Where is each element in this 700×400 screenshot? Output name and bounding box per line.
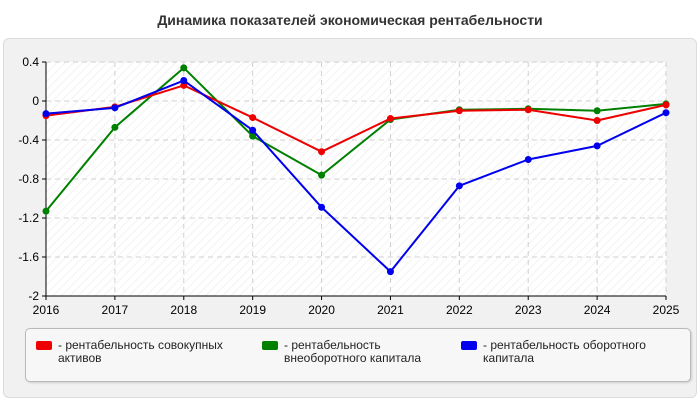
data-point-series-3 [593,142,601,150]
legend-swatch-series-3 [461,341,477,350]
x-tick-label: 2020 [308,303,335,317]
data-point-series-3 [455,182,463,190]
data-point-series-3 [180,77,188,85]
legend-item-series-2: - рентабельность внеоборотного капитала [262,339,459,365]
chart-title: Динамика показателей экономическая рента… [157,12,543,28]
series-line-2 [45,66,667,212]
legend-label-series-2: - рентабельность внеоборотного капитала [284,338,421,365]
x-tick-label: 2021 [377,303,404,317]
data-point-series-3 [42,110,50,118]
x-tick-label: 2023 [515,303,542,317]
legend-label-series-3: - рентабельность оборотного капитала [483,338,646,365]
data-point-series-1 [249,114,257,122]
legend-label-series-1: - рентабельность совокупных активов [58,338,223,365]
y-tick-label: 0 [32,94,39,108]
data-point-series-1 [318,148,326,156]
y-tick-label: -0.4 [18,133,39,147]
series-line-1 [45,84,667,153]
data-point-series-3 [662,109,670,117]
x-tick-label: 2019 [239,303,266,317]
series-line-3 [45,79,667,273]
data-point-series-2 [42,207,50,215]
x-tick-label: 2016 [33,303,60,317]
data-point-series-2 [180,64,188,72]
y-tick-label: -1.2 [18,211,39,225]
data-point-series-3 [386,268,394,276]
data-point-series-1 [386,115,394,123]
data-point-series-3 [249,126,257,134]
legend-swatch-series-1 [36,341,52,350]
y-tick-label: 0.4 [22,55,39,69]
x-tick-label: 2018 [170,303,197,317]
legend-item-series-3: - рентабельность оборотного капитала [461,339,658,365]
data-point-series-2 [318,171,326,179]
x-tick-label: 2024 [584,303,611,317]
y-tick-label: -2 [28,289,39,303]
data-point-series-1 [455,107,463,115]
data-point-series-1 [524,106,532,114]
data-point-series-1 [593,117,601,124]
data-point-series-2 [593,107,601,115]
data-point-series-1 [180,81,188,89]
y-tick-label: -1.6 [18,250,39,264]
data-point-series-2 [111,123,119,131]
data-point-series-3 [318,203,326,211]
legend-swatch-series-2 [262,341,278,350]
legend: - рентабельность совокупных активов - ре… [25,328,691,382]
data-point-series-2 [249,132,257,140]
y-tick-label: -0.8 [18,172,39,186]
legend-item-series-1: - рентабельность совокупных активов [36,339,233,365]
x-tick-label: 2017 [102,303,129,317]
x-tick-label: 2022 [446,303,473,317]
data-point-series-3 [524,156,532,163]
x-tick-label: 2025 [653,303,680,317]
data-point-series-3 [111,104,119,112]
data-point-series-1 [662,101,670,109]
